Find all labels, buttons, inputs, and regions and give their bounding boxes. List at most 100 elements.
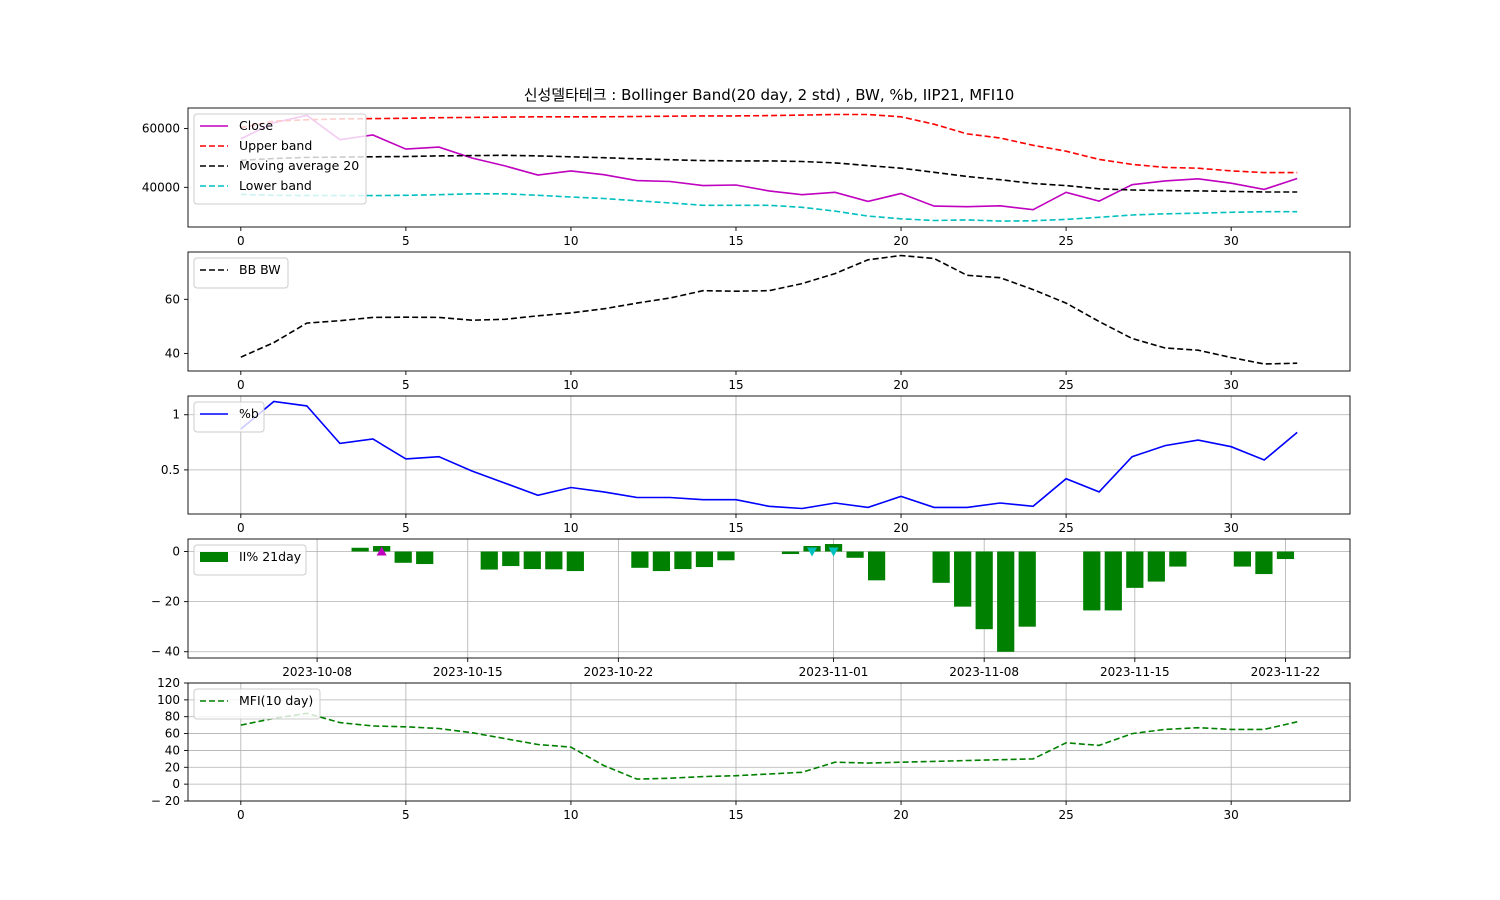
x-tick-label: 30 [1224, 521, 1239, 535]
y-tick-label: 80 [165, 710, 180, 724]
series-line-mfi-10-day- [240, 712, 1298, 780]
x-tick-label: 2023-10-08 [282, 665, 352, 679]
y-tick-label: 20 [165, 760, 180, 774]
x-tick-label: 20 [893, 521, 908, 535]
series-line-lower-band [240, 193, 1298, 222]
x-tick-label: 20 [893, 378, 908, 392]
y-tick-label: 60 [165, 727, 180, 741]
x-tick-label: 5 [402, 808, 410, 822]
legend: II% 21day [193, 544, 307, 576]
sell-marker-2023-10-31 [807, 547, 818, 557]
bar-ii-2023-11-13 [1083, 551, 1101, 611]
panel-intraday-intensity: 2023-10-08 2023-10-15 2023-10-22 2023-11-01… [151, 538, 1351, 679]
bar-ii-2023-11-02 [846, 551, 864, 558]
bar-ii-2023-11-08 [975, 551, 993, 630]
x-tick-label: 5 [402, 378, 410, 392]
x-tick-label: 10 [563, 378, 578, 392]
y-tick-label: 0.5 [161, 463, 180, 477]
bar-ii-2023-10-19 [545, 551, 563, 570]
axes-frame [187, 682, 1351, 802]
bar-ii-2023-10-16 [480, 551, 498, 570]
x-tick-label: 15 [728, 234, 743, 248]
y-tick-label: 40 [165, 743, 180, 757]
y-tick-label: 120 [157, 676, 180, 690]
legend: %b [193, 401, 265, 433]
bar-ii-2023-10-18 [523, 551, 541, 570]
panel-bandwidth: 0 5 10 15 20 25 30 40 60 BB BW [165, 251, 1351, 392]
series-line-moving-average-20 [240, 154, 1298, 193]
y-tick-label: − 40 [151, 645, 180, 659]
x-tick-label: 20 [893, 234, 908, 248]
plot-area [240, 254, 1298, 365]
x-tick-label: 5 [402, 521, 410, 535]
axes-frame [187, 251, 1351, 372]
x-tick-label: 2023-11-22 [1251, 665, 1321, 679]
bar-ii-2023-10-10 [351, 547, 369, 552]
x-tick-label: 25 [1058, 808, 1073, 822]
x-tick-label: 2023-11-15 [1100, 665, 1170, 679]
x-tick-label: 30 [1224, 378, 1239, 392]
y-tick-label: 40 [165, 346, 180, 360]
x-tick-label: 15 [728, 808, 743, 822]
y-tick-label: 60000 [142, 122, 180, 136]
series-line--b [240, 400, 1298, 510]
legend: Close Upper band Moving average 20 Lower ba… [193, 113, 367, 205]
y-tick-label: 100 [157, 693, 180, 707]
legend-label: Moving average 20 [239, 158, 359, 173]
x-tick-label: 5 [402, 234, 410, 248]
plot-area [240, 113, 1298, 222]
x-tick-label: 0 [237, 521, 245, 535]
bar-ii-2023-10-23 [631, 551, 649, 568]
x-tick-label: 15 [728, 378, 743, 392]
x-tick-label: 15 [728, 521, 743, 535]
bar-ii-2023-10-17 [502, 551, 520, 567]
legend: MFI(10 day) [193, 688, 321, 720]
bar-ii-2023-11-21 [1255, 551, 1273, 575]
x-tick-label: 0 [237, 378, 245, 392]
panel-bollinger: 0 5 10 15 20 25 30 40000 60000 Close Upper band Mov… [142, 107, 1351, 248]
legend-label: %b [239, 406, 259, 421]
legend: BB BW [193, 257, 289, 289]
panel-mfi: 0 5 10 15 20 25 30 − 20 0 20 40 60 80 100 120 MFI(10 da… [151, 676, 1351, 822]
y-tick-label: 0 [172, 777, 180, 791]
y-tick-label: 40000 [142, 180, 180, 194]
axes-frame [187, 395, 1351, 515]
series-line-upper-band [240, 113, 1298, 174]
legend-box [193, 401, 265, 433]
legend-label: II% 21day [239, 549, 302, 564]
y-tick-label: 1 [172, 408, 180, 422]
bar-ii-2023-10-13 [416, 551, 434, 565]
x-tick-label: 25 [1058, 378, 1073, 392]
bar-ii-2023-10-30 [781, 551, 800, 555]
buy-marker-2023-10-11 [376, 546, 387, 556]
bar-ii-2023-11-15 [1126, 551, 1144, 588]
series-line-close [240, 114, 1298, 211]
panel-percent-b: 0 5 10 15 20 25 30 0.5 1 %b [161, 395, 1351, 535]
legend-label: Lower band [239, 178, 312, 193]
bar-ii-2023-11-20 [1233, 551, 1252, 567]
bar-ii-2023-11-06 [932, 551, 950, 583]
axes-frame [187, 107, 1351, 228]
legend-box [193, 688, 321, 720]
x-tick-label: 10 [563, 808, 578, 822]
bar-ii-2023-10-27 [717, 551, 735, 561]
y-tick-label: 60 [165, 292, 180, 306]
x-tick-label: 2023-10-15 [433, 665, 503, 679]
bar-ii-2023-11-10 [1018, 551, 1036, 627]
plot-area [240, 712, 1298, 780]
bar-ii-2023-11-22 [1276, 551, 1295, 560]
bar-ii-2023-10-12 [394, 551, 412, 563]
x-tick-label: 25 [1058, 521, 1073, 535]
x-tick-label: 10 [563, 234, 578, 248]
legend-box [193, 257, 289, 289]
x-tick-label: 10 [563, 521, 578, 535]
bar-ii-2023-10-26 [695, 551, 714, 568]
bar-ii-2023-11-14 [1104, 551, 1122, 611]
bar-ii-2023-10-20 [566, 551, 584, 572]
bar-ii-2023-11-16 [1147, 551, 1165, 582]
legend-label: Close [239, 118, 273, 133]
x-tick-label: 0 [237, 234, 245, 248]
bar-ii-2023-11-09 [997, 551, 1015, 652]
x-tick-label: 30 [1224, 234, 1239, 248]
legend-swatch [200, 552, 228, 562]
